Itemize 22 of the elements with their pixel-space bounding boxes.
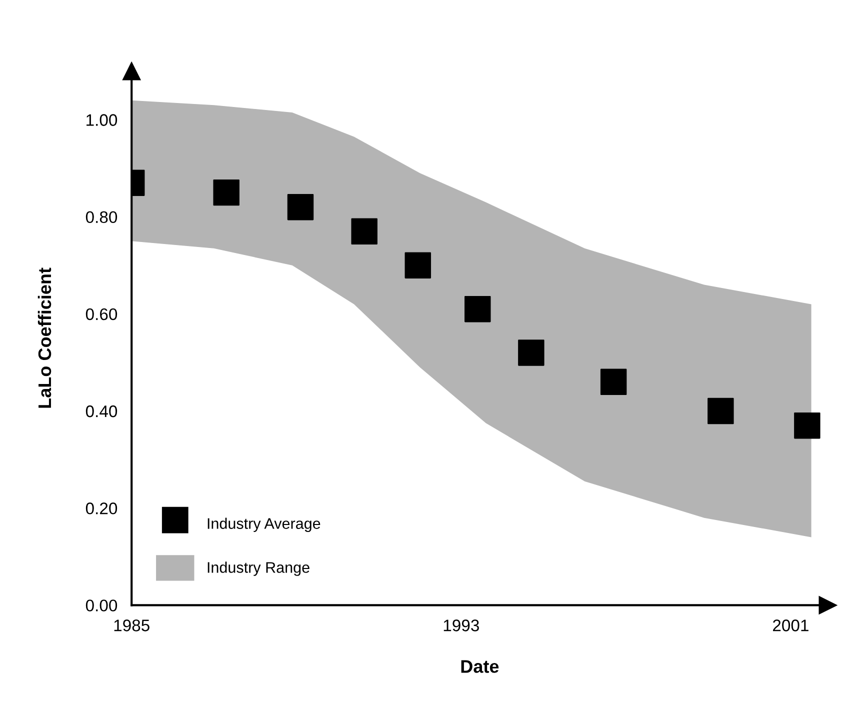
point: [464, 296, 491, 322]
x-axis-title: Date: [461, 660, 499, 673]
point: [708, 398, 734, 424]
y-tick-label: 0.20: [86, 502, 118, 514]
y-tick-label: 0.60: [86, 308, 118, 320]
x-tick-label: 1985: [114, 620, 150, 632]
point: [518, 340, 544, 366]
legend-label: Industry Average: [208, 518, 320, 532]
x-tick-label: 1993: [444, 620, 479, 632]
point: [287, 194, 314, 220]
point: [351, 218, 378, 245]
point: [600, 368, 627, 396]
point: [404, 252, 432, 278]
y-tick-label: 0.80: [86, 211, 118, 224]
y-tick-label: 1.00: [86, 114, 118, 126]
y-tick-label: 0.00: [86, 600, 118, 612]
legend-label: Industry Range: [208, 562, 310, 576]
point: [213, 179, 240, 206]
y-axis-title: LaLo Coefficient: [38, 268, 52, 408]
y-tick-label: 0.40: [86, 405, 118, 418]
point: [794, 412, 820, 439]
x-tick-label: 2001: [773, 620, 808, 632]
